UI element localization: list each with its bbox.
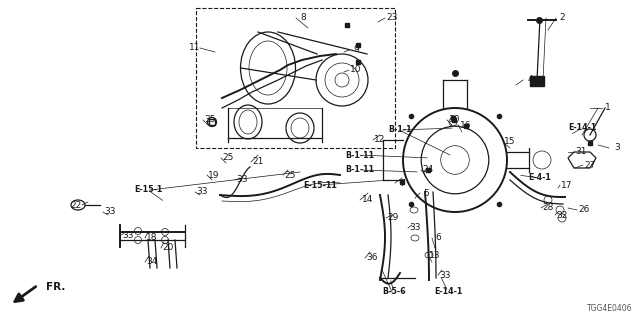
Bar — [530, 76, 544, 86]
Text: 33: 33 — [122, 230, 134, 239]
Text: 23: 23 — [387, 13, 397, 22]
Text: 13: 13 — [429, 251, 441, 260]
Text: 12: 12 — [374, 135, 386, 145]
Text: 21: 21 — [252, 157, 264, 166]
Text: B-1-1: B-1-1 — [388, 125, 412, 134]
Text: 11: 11 — [189, 44, 201, 52]
Text: 25: 25 — [284, 171, 296, 180]
Text: E-15-11: E-15-11 — [303, 180, 337, 189]
Text: B-1-11: B-1-11 — [346, 165, 374, 174]
Text: 5: 5 — [423, 188, 429, 197]
Text: 22: 22 — [70, 201, 82, 210]
Text: E-4-1: E-4-1 — [529, 173, 552, 182]
Text: 32: 32 — [556, 211, 568, 220]
Text: 30: 30 — [448, 116, 460, 124]
Text: TGG4E0406: TGG4E0406 — [586, 304, 632, 313]
Text: 4: 4 — [527, 76, 533, 84]
Text: 33: 33 — [104, 207, 116, 217]
Text: 17: 17 — [561, 180, 573, 189]
Text: 33: 33 — [196, 188, 208, 196]
Text: 28: 28 — [542, 204, 554, 212]
Text: 16: 16 — [460, 121, 472, 130]
Text: 1: 1 — [605, 103, 611, 113]
Text: 33: 33 — [236, 175, 248, 185]
Bar — [196, 8, 395, 148]
Text: 33: 33 — [409, 223, 420, 233]
Text: B-5-6: B-5-6 — [382, 287, 406, 297]
Text: 27: 27 — [584, 161, 596, 170]
Text: 31: 31 — [575, 148, 587, 156]
Text: 19: 19 — [208, 171, 220, 180]
Text: 34: 34 — [147, 258, 157, 267]
Text: 36: 36 — [366, 253, 378, 262]
Text: 9: 9 — [353, 45, 359, 54]
Text: E-15-1: E-15-1 — [134, 186, 162, 195]
Text: 24: 24 — [422, 165, 434, 174]
Text: 14: 14 — [362, 196, 374, 204]
Text: 20: 20 — [163, 244, 173, 252]
Text: 3: 3 — [614, 143, 620, 153]
Text: B-1-11: B-1-11 — [346, 150, 374, 159]
Text: 7: 7 — [399, 179, 405, 188]
Text: 8: 8 — [300, 13, 306, 22]
Text: 18: 18 — [147, 234, 157, 243]
Text: 2: 2 — [559, 13, 565, 22]
Text: 6: 6 — [435, 234, 441, 243]
Text: 10: 10 — [350, 66, 362, 75]
Text: E-14-1: E-14-1 — [568, 124, 596, 132]
Text: 33: 33 — [439, 270, 451, 279]
Text: 25: 25 — [222, 154, 234, 163]
Text: 15: 15 — [504, 138, 516, 147]
Text: 35: 35 — [204, 116, 216, 124]
Text: 29: 29 — [387, 213, 399, 222]
Text: 26: 26 — [579, 205, 589, 214]
Text: FR.: FR. — [46, 282, 65, 292]
Text: E-14-1: E-14-1 — [434, 287, 462, 297]
